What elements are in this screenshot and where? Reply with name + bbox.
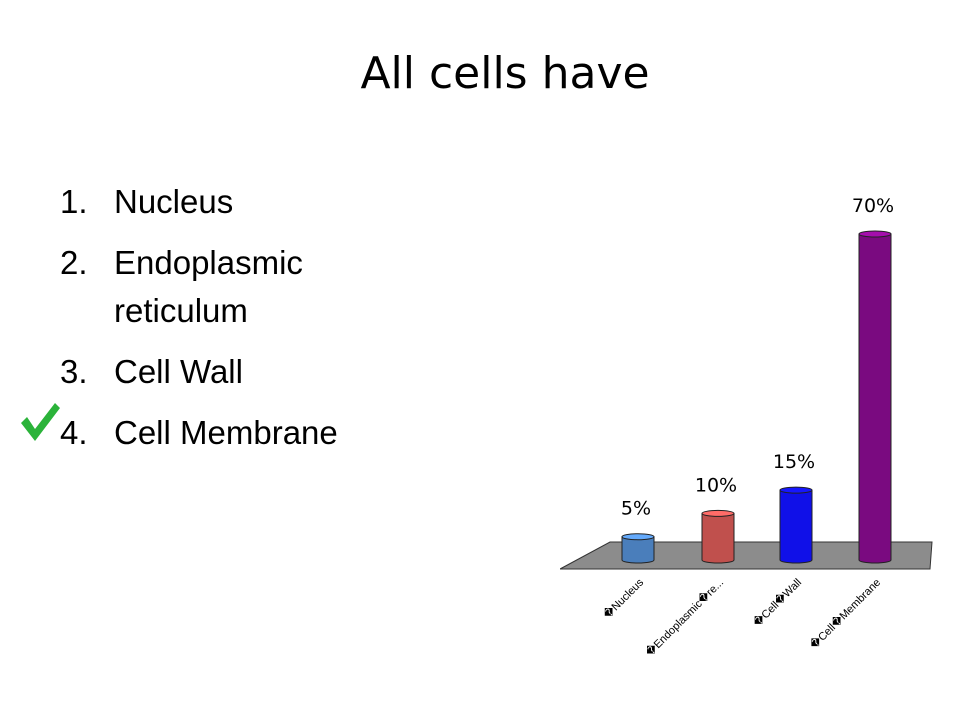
bar-2 bbox=[701, 509, 735, 564]
answer-option-3: 3. Cell Wall bbox=[60, 348, 354, 396]
option-label: Cell Membrane bbox=[114, 414, 338, 451]
option-label: Cell Wall bbox=[114, 353, 243, 390]
tick-label: �Cell�Wall bbox=[750, 575, 804, 629]
bar-body bbox=[858, 233, 892, 564]
option-label: Nucleus bbox=[114, 183, 234, 220]
answer-option-2: 2. Endoplasmic reticulum bbox=[60, 239, 354, 335]
option-number: 1. bbox=[60, 183, 88, 220]
slide-title: All cells have bbox=[360, 48, 650, 99]
bar-body bbox=[621, 536, 655, 564]
answer-options: 1. Nucleus 2. Endoplasmic reticulum 3. C… bbox=[21, 178, 354, 470]
option-number: 3. bbox=[60, 353, 88, 390]
option-label: Endoplasmic reticulum bbox=[114, 244, 303, 329]
data-label: 5% bbox=[621, 498, 651, 520]
bar-body bbox=[779, 489, 813, 564]
answer-option-4: 4. Cell Membrane bbox=[21, 403, 354, 457]
tick-label: �Endoplasmic�re... bbox=[642, 575, 726, 659]
data-label: 10% bbox=[695, 474, 737, 496]
bar-top bbox=[621, 533, 655, 541]
option-number: 2. bbox=[60, 244, 88, 281]
bar-1 bbox=[621, 533, 655, 564]
bar-3 bbox=[779, 486, 813, 564]
response-chart: 5% �Nucleus 10% �Endoplasmic�re... 15% �Cell�… bbox=[560, 195, 933, 659]
bar-top bbox=[779, 486, 813, 494]
data-label: 70% bbox=[852, 195, 894, 217]
bar-body bbox=[701, 512, 735, 564]
tick-label: �Cell�Membrane bbox=[807, 575, 883, 651]
answer-option-1: 1. Nucleus bbox=[60, 178, 354, 226]
checkmark-icon bbox=[21, 403, 60, 441]
option-number: 4. bbox=[60, 414, 88, 451]
bar-top bbox=[701, 509, 735, 517]
tick-label: �Nucleus bbox=[600, 575, 646, 621]
data-label: 15% bbox=[773, 451, 815, 473]
bar-top bbox=[858, 230, 892, 238]
bar-4 bbox=[858, 230, 892, 564]
